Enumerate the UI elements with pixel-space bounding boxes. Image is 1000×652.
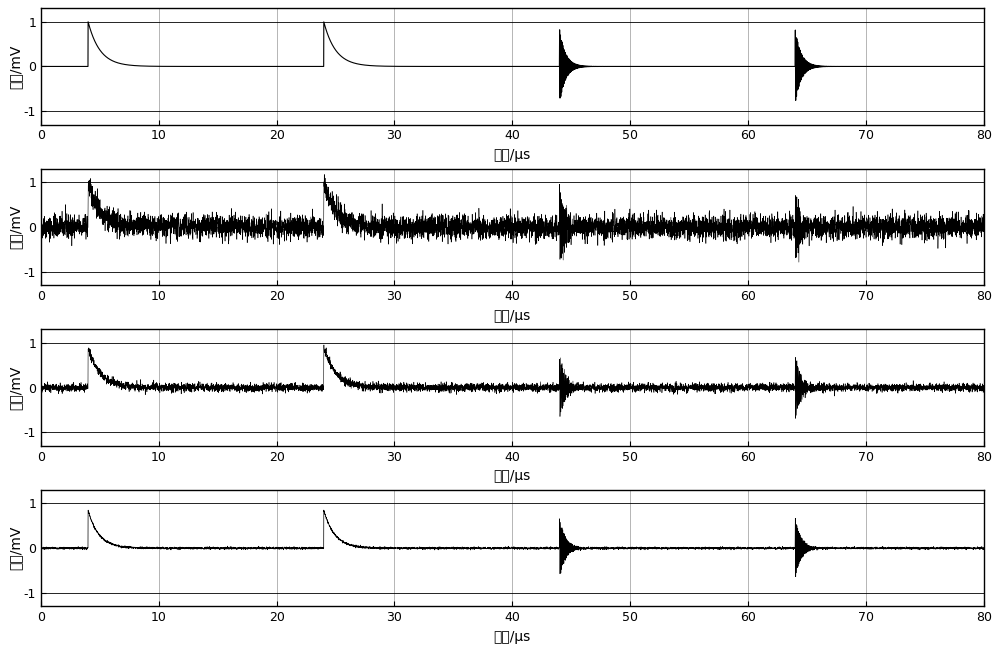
Y-axis label: 幅値/mV: 幅値/mV	[8, 526, 22, 570]
X-axis label: 时间/μs: 时间/μs	[494, 469, 531, 483]
Y-axis label: 幅値/mV: 幅値/mV	[8, 205, 22, 249]
Y-axis label: 幅値/mV: 幅値/mV	[8, 44, 22, 89]
Y-axis label: 幅値/mV: 幅値/mV	[8, 365, 22, 409]
X-axis label: 时间/μs: 时间/μs	[494, 308, 531, 323]
X-axis label: 时间/μs: 时间/μs	[494, 630, 531, 644]
X-axis label: 时间/μs: 时间/μs	[494, 148, 531, 162]
